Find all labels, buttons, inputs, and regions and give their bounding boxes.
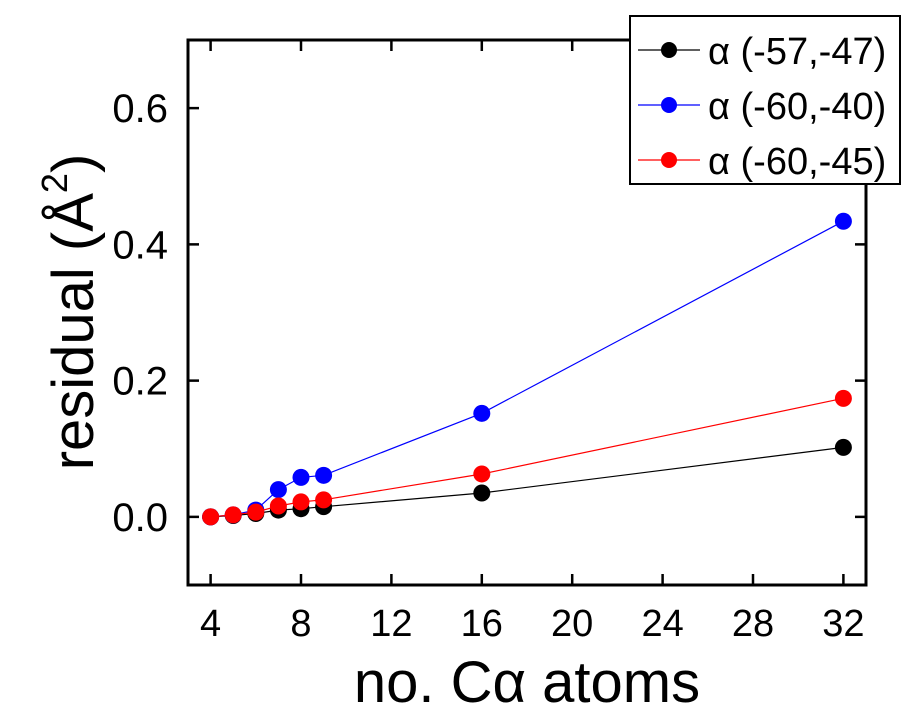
legend: α (-57,-47) α (-60,-40) α (-60,-45) [629,15,901,185]
y-tick-labels: 0.0 0.2 0.4 0.6 [112,87,168,540]
data-point [292,493,310,511]
legend-marker [661,42,677,58]
y-tick-label: 0.0 [112,496,168,540]
y-axis-label-superscript: 2 [34,173,75,193]
data-point [269,481,287,499]
x-tick-label: 20 [551,603,593,645]
legend-marker [661,152,677,168]
data-point [224,506,242,524]
data-point [315,491,333,509]
legend-label: α (-60,-40) [708,86,886,128]
data-point [473,465,491,483]
legend-label: α (-60,-45) [708,141,886,183]
x-tick-label: 28 [732,603,774,645]
x-tick-label: 4 [200,603,221,645]
x-tick-labels: 4 8 12 16 20 24 28 32 [200,603,865,645]
legend-marker [661,97,677,113]
legend-label: α (-57,-47) [708,31,886,73]
x-axis-label: no. Cα atoms [354,650,700,707]
y-tick-label: 0.4 [112,223,168,267]
data-point [202,508,220,526]
data-point [834,212,852,230]
y-tick-label: 0.2 [112,360,168,404]
plot-frame [186,38,868,587]
series-1 [202,212,852,526]
data-point [269,497,287,515]
y-tick-label: 0.6 [112,87,168,131]
x-tick-label: 24 [641,603,683,645]
data-point [834,389,852,407]
x-tick-label: 12 [370,603,412,645]
data-point [473,484,491,502]
y-axis-label: residual (Å2) [34,154,106,471]
data-point [834,438,852,456]
data-point [292,468,310,486]
x-tick-label: 8 [290,603,311,645]
data-point [315,466,333,484]
y-axis-label-close: ) [41,154,106,173]
x-tick-label: 16 [461,603,503,645]
series-2 [202,389,852,526]
y-axis-label-main: residual (Å [41,193,106,471]
series-layer [202,212,852,526]
data-point [247,503,265,521]
x-tick-label: 32 [822,603,864,645]
data-point [473,404,491,422]
